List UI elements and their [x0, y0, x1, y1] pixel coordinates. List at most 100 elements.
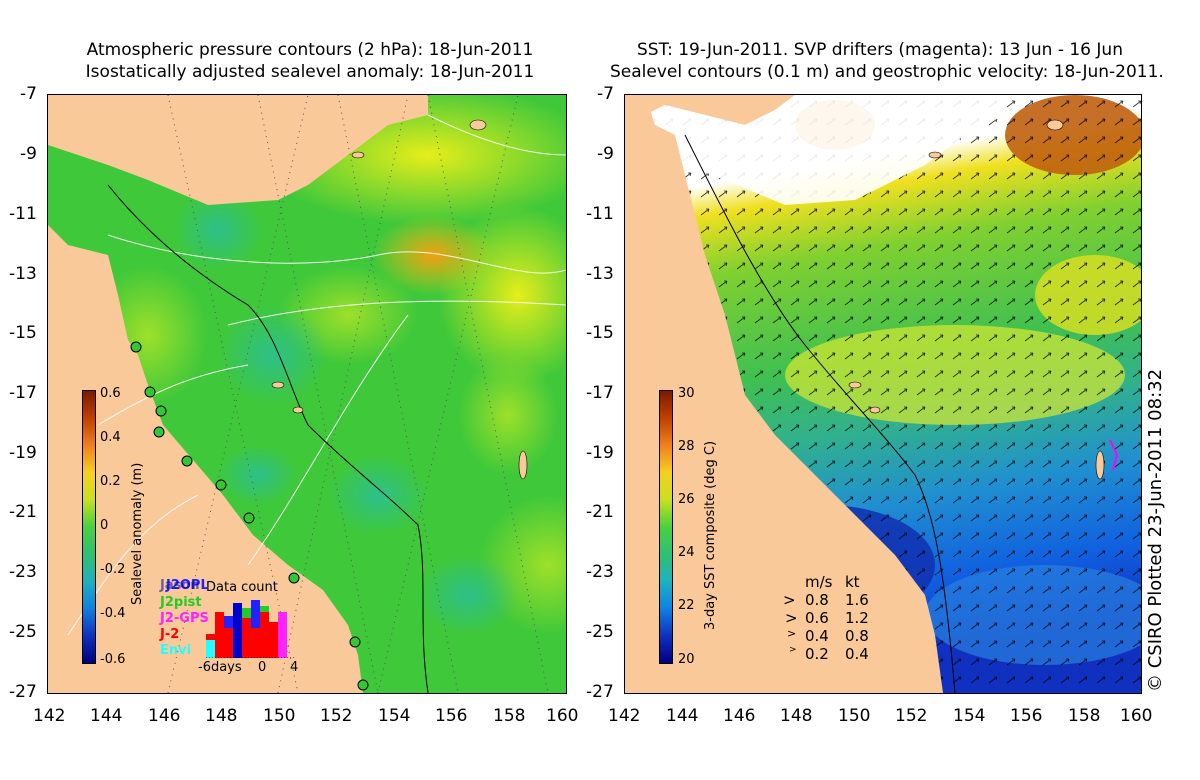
right-colorbar-label: 3-day SST composite (deg C) — [703, 440, 718, 630]
lon-tick-right: 158 — [1068, 706, 1101, 726]
vel-ms-value: 0.2 — [805, 645, 829, 663]
lat-tick-right: -11 — [586, 204, 614, 224]
lat-tick-left: -9 — [20, 144, 37, 164]
data-count-x-zero: 0 — [258, 660, 267, 675]
legend-j2pist: J2pist — [160, 595, 202, 610]
left-cbar-tick: 0 — [100, 518, 109, 533]
left-cbar-tick: 0.2 — [100, 474, 121, 489]
vel-kt-value: 1.2 — [845, 609, 869, 627]
lat-tick-right: -17 — [586, 383, 614, 403]
velocity-legend: m/s kt > 0.8 1.6 > 0.6 1.2 > 0.4 0.8 > 0… — [783, 573, 913, 673]
new-guinea-land — [625, 95, 795, 125]
lon-tick-left: 150 — [263, 706, 296, 726]
right-colorbar — [659, 390, 673, 664]
vel-ms-value: 0.6 — [805, 609, 829, 627]
lat-tick-left: -21 — [9, 502, 37, 522]
lat-tick-left: -23 — [9, 562, 37, 582]
legend-j2opl: J2OPL — [166, 578, 209, 593]
left-cbar-tick: 0.4 — [100, 430, 121, 445]
vel-arrow-icon: > — [787, 627, 797, 640]
lat-tick-left: -17 — [9, 383, 37, 403]
lat-tick-left: -19 — [9, 443, 37, 463]
lat-tick-left: -25 — [9, 622, 37, 642]
lat-tick-right: -23 — [586, 562, 614, 582]
vel-header-kt: kt — [845, 573, 860, 591]
right-title-line1: SST: 19-Jun-2011. SVP drifters (magenta)… — [637, 40, 1123, 60]
lon-tick-right: 148 — [780, 706, 813, 726]
lon-tick-right: 156 — [1010, 706, 1043, 726]
lon-tick-left: 158 — [493, 706, 526, 726]
lon-tick-right: 146 — [723, 706, 756, 726]
lon-tick-right: 152 — [895, 706, 928, 726]
legend-j2gps: J2-GPS — [160, 611, 209, 626]
right-title-line2: Sealevel contours (0.1 m) and geostrophi… — [610, 62, 1164, 82]
left-cbar-tick: 0.6 — [100, 386, 121, 401]
lat-tick-right: -19 — [586, 443, 614, 463]
lon-tick-right: 142 — [608, 706, 641, 726]
lon-tick-left: 144 — [90, 706, 123, 726]
left-cbar-tick: -0.2 — [100, 562, 126, 577]
legend-j2: J-2 — [160, 627, 180, 642]
left-cbar-tick: -0.4 — [100, 606, 126, 621]
left-title-line1: Atmospheric pressure contours (2 hPa): 1… — [86, 40, 534, 60]
lon-tick-left: 156 — [435, 706, 468, 726]
lon-tick-right: 150 — [838, 706, 871, 726]
lon-tick-left: 160 — [546, 706, 579, 726]
lon-tick-right: 160 — [1120, 706, 1153, 726]
right-cbar-tick: 28 — [678, 439, 695, 454]
lat-tick-right: -27 — [586, 682, 614, 702]
data-count-x-start: -6days — [198, 660, 242, 675]
data-count-title: Data count — [206, 580, 278, 595]
right-cbar-tick: 30 — [678, 386, 695, 401]
data-count-x-end: 4 — [290, 660, 299, 675]
vel-ms-value: 0.4 — [805, 627, 829, 645]
vel-kt-value: 0.4 — [845, 645, 869, 663]
australia-land — [48, 225, 363, 693]
vel-ms-value: 0.8 — [805, 591, 829, 609]
legend-jason: Jason — [160, 578, 200, 593]
right-cbar-tick: 26 — [678, 492, 695, 507]
left-colorbar — [82, 390, 96, 664]
sealevel-anomaly-map — [48, 95, 566, 693]
lat-tick-left: -15 — [9, 323, 37, 343]
vel-kt-value: 1.6 — [845, 591, 869, 609]
australia-land — [625, 95, 943, 693]
sst-map — [625, 95, 1141, 693]
lat-tick-right: -25 — [586, 622, 614, 642]
lat-tick-right: -7 — [597, 84, 614, 104]
left-cbar-tick: -0.6 — [100, 652, 126, 667]
lon-tick-left: 154 — [378, 706, 411, 726]
right-map-panel[interactable]: m/s kt > 0.8 1.6 > 0.6 1.2 > 0.4 0.8 > 0… — [624, 94, 1142, 694]
vel-arrow-icon: > — [783, 591, 796, 609]
left-title-line2: Isostatically adjusted sealevel anomaly:… — [85, 62, 535, 82]
new-guinea-land — [48, 95, 428, 205]
right-cbar-tick: 24 — [678, 545, 695, 560]
vel-arrow-icon: > — [785, 609, 798, 627]
left-colorbar-label: Sealevel anomaly (m) — [130, 462, 145, 605]
lat-tick-left: -7 — [20, 84, 37, 104]
lon-tick-left: 152 — [320, 706, 353, 726]
left-map-panel[interactable]: Data count J2OPL Jason J2pist J2-GPS J-2… — [47, 94, 567, 694]
copyright-label: © CSIRO Plotted 23-Jun-2011 08:32 — [1145, 368, 1166, 692]
vel-kt-value: 0.8 — [845, 627, 869, 645]
lat-tick-right: -15 — [586, 323, 614, 343]
lat-tick-right: -13 — [586, 264, 614, 284]
vel-arrow-icon: > — [789, 645, 797, 655]
lon-tick-left: 142 — [33, 706, 66, 726]
right-cbar-tick: 20 — [678, 652, 695, 667]
legend-envi: Envi — [160, 643, 192, 658]
data-count-bars — [206, 600, 296, 658]
svp-drifter-track — [1109, 439, 1119, 471]
lat-tick-left: -11 — [9, 204, 37, 224]
lon-tick-left: 146 — [148, 706, 181, 726]
lat-tick-right: -9 — [597, 144, 614, 164]
lon-tick-right: 144 — [666, 706, 699, 726]
data-count-inset: Data count J2OPL Jason J2pist J2-GPS J-2… — [158, 578, 308, 675]
lat-tick-left: -27 — [9, 682, 37, 702]
lat-tick-left: -13 — [9, 264, 37, 284]
right-cbar-tick: 22 — [678, 598, 695, 613]
lon-tick-right: 154 — [953, 706, 986, 726]
lat-tick-right: -21 — [586, 502, 614, 522]
vel-header-ms: m/s — [805, 573, 833, 591]
lon-tick-left: 148 — [205, 706, 238, 726]
